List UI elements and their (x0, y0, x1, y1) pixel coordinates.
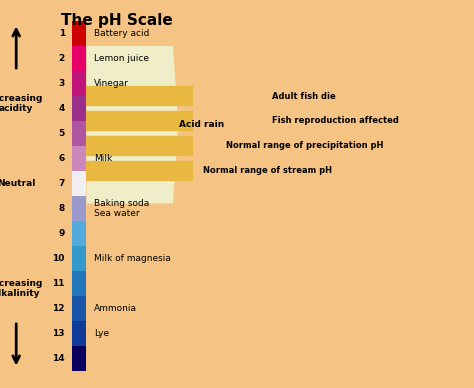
Bar (72, 121, 86, 146)
Text: Lemon juice: Lemon juice (94, 54, 149, 63)
Text: 9: 9 (58, 229, 65, 238)
Text: Increasing
acidity: Increasing acidity (0, 94, 43, 113)
Bar (72, 346, 86, 371)
Bar (72, 246, 86, 271)
Bar (72, 146, 86, 171)
Text: Neutral: Neutral (0, 179, 36, 188)
Text: Increasing
alkalinity: Increasing alkalinity (0, 279, 43, 298)
Text: Adult fish die: Adult fish die (272, 92, 335, 100)
Bar (72, 271, 86, 296)
FancyBboxPatch shape (86, 136, 225, 156)
Bar (72, 196, 86, 221)
Text: Ammonia: Ammonia (94, 304, 137, 313)
Bar (72, 46, 86, 71)
Text: 11: 11 (52, 279, 65, 288)
Text: 2: 2 (59, 54, 65, 63)
Text: Vinegar: Vinegar (94, 79, 128, 88)
Text: Lye: Lye (94, 329, 109, 338)
Bar (72, 96, 86, 121)
Text: Battery acid: Battery acid (94, 29, 149, 38)
Bar (72, 21, 86, 46)
Text: The pH Scale: The pH Scale (61, 13, 173, 28)
FancyBboxPatch shape (86, 161, 201, 181)
Text: Baking soda
Sea water: Baking soda Sea water (94, 199, 149, 218)
Bar (72, 221, 86, 246)
Text: 14: 14 (52, 354, 65, 363)
Text: Acid rain: Acid rain (179, 120, 225, 129)
FancyBboxPatch shape (86, 86, 270, 106)
Text: Fish reproduction affected: Fish reproduction affected (272, 116, 399, 125)
Polygon shape (86, 46, 178, 203)
Text: 5: 5 (59, 129, 65, 138)
Text: 4: 4 (58, 104, 65, 113)
Text: 6: 6 (59, 154, 65, 163)
Bar (72, 171, 86, 196)
Text: 13: 13 (52, 329, 65, 338)
Bar (72, 71, 86, 96)
Text: 1: 1 (59, 29, 65, 38)
Text: 8: 8 (59, 204, 65, 213)
Text: Milk of magnesia: Milk of magnesia (94, 254, 171, 263)
Text: 3: 3 (59, 79, 65, 88)
Text: Milk: Milk (94, 154, 112, 163)
Text: Normal range of stream pH: Normal range of stream pH (203, 166, 332, 175)
Text: 12: 12 (52, 304, 65, 313)
Bar (72, 321, 86, 346)
FancyBboxPatch shape (86, 111, 270, 131)
Bar (72, 296, 86, 321)
Text: 10: 10 (53, 254, 65, 263)
Text: Normal range of precipitation pH: Normal range of precipitation pH (226, 142, 383, 151)
Text: 7: 7 (58, 179, 65, 188)
